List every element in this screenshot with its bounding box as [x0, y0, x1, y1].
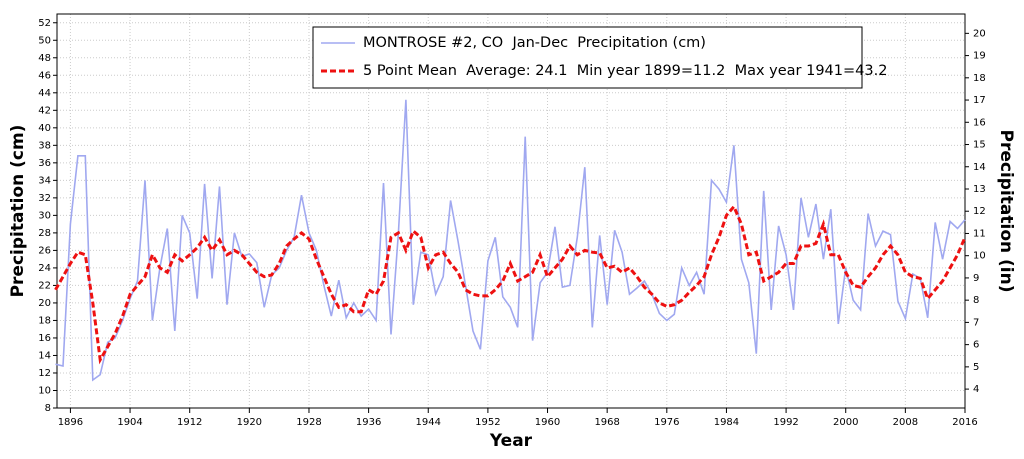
- x-tick-label: 1968: [594, 417, 619, 428]
- y2-tick-label: 16: [973, 117, 986, 128]
- y-tick-label: 26: [38, 245, 51, 256]
- legend-label: MONTROSE #2, CO Jan-Dec Precipitation (c…: [363, 35, 706, 51]
- y-tick-label: 24: [38, 263, 51, 274]
- y-tick-label: 18: [38, 315, 51, 326]
- y-tick-label: 38: [38, 140, 51, 151]
- y-tick-label: 40: [38, 123, 51, 134]
- x-tick-label: 1960: [535, 417, 560, 428]
- plot-frame: [56, 13, 966, 409]
- y-tick-label: 32: [38, 193, 51, 204]
- y-tick-label: 50: [38, 35, 51, 46]
- y2-tick-label: 19: [973, 51, 986, 62]
- y-tick-label: 52: [38, 18, 51, 29]
- x-tick-label: 1984: [714, 417, 739, 428]
- x-tick-label: 1992: [773, 417, 798, 428]
- y-tick-label: 30: [38, 210, 51, 221]
- y2-tick-label: 17: [973, 95, 986, 106]
- y-tick-label: 46: [38, 70, 51, 81]
- y2-tick-label: 10: [973, 251, 986, 262]
- y2-tick-label: 14: [973, 162, 986, 173]
- y2-tick-label: 15: [973, 140, 986, 151]
- y-tick-label: 8: [45, 403, 51, 414]
- y-tick-label: 34: [38, 175, 51, 186]
- x-axis-title: Year: [489, 431, 533, 451]
- x-tick-label: 1952: [475, 417, 500, 428]
- y-tick-label: 12: [38, 368, 51, 379]
- x-tick-label: 2016: [952, 417, 977, 428]
- x-tick-label: 1976: [654, 417, 679, 428]
- y2-tick-label: 20: [973, 28, 986, 39]
- y-tick-label: 28: [38, 228, 51, 239]
- legend-label: 5 Point Mean Average: 24.1 Min year 1899…: [363, 63, 887, 79]
- y-tick-label: 10: [38, 385, 51, 396]
- data-line: [55, 99, 966, 382]
- y2-tick-label: 18: [973, 73, 986, 84]
- y2-tick-label: 7: [973, 317, 979, 328]
- y-tick-label: 42: [38, 105, 51, 116]
- y2-tick-label: 12: [973, 206, 986, 217]
- y2-tick-label: 9: [973, 273, 979, 284]
- y-tick-label: 16: [38, 333, 51, 344]
- y-tick-label: 14: [38, 350, 51, 361]
- x-tick-label: 1920: [237, 417, 262, 428]
- y2-tick-label: 11: [973, 228, 986, 239]
- y-tick-label: 20: [38, 298, 51, 309]
- x-tick-label: 2000: [833, 417, 858, 428]
- y2-tick-label: 4: [973, 384, 979, 395]
- y-axis-title: Precipitation (cm): [8, 125, 28, 298]
- y-tick-label: 22: [38, 280, 51, 291]
- legend-box: [312, 26, 863, 89]
- x-tick-label: 1936: [356, 417, 381, 428]
- x-tick-label: 1912: [177, 417, 202, 428]
- x-tick-label: 1896: [58, 417, 83, 428]
- y-tick-label: 36: [38, 158, 51, 169]
- y2-tick-label: 5: [973, 362, 979, 373]
- y2-tick-label: 13: [973, 184, 986, 195]
- y-tick-label: 48: [38, 53, 51, 64]
- y2-tick-label: 8: [973, 295, 979, 306]
- y-tick-label: 44: [38, 88, 51, 99]
- x-tick-label: 1928: [296, 417, 321, 428]
- x-tick-label: 1904: [117, 417, 142, 428]
- x-tick-label: 1944: [416, 417, 441, 428]
- y2-tick-label: 6: [973, 340, 979, 351]
- x-tick-label: 2008: [893, 417, 918, 428]
- data-line: [54, 203, 967, 365]
- y2-axis-title: Precipitation (in): [996, 130, 1016, 293]
